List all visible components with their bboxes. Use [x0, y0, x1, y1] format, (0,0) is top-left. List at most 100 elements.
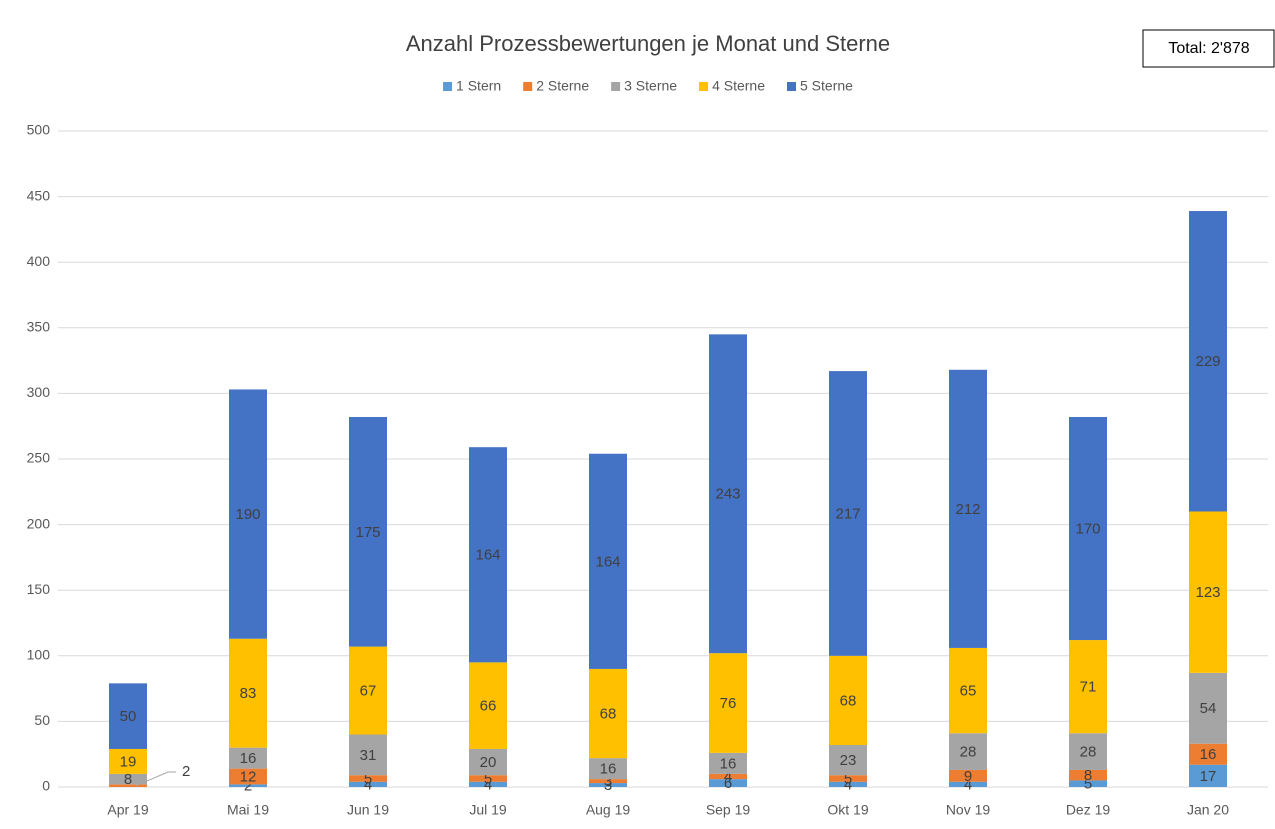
- bar-segment: [949, 369, 987, 648]
- legend-swatch: [523, 82, 533, 91]
- legend-label: 3 Sterne: [624, 78, 677, 94]
- total-box: [1142, 29, 1275, 68]
- bar-segment: [349, 775, 387, 782]
- y-tick-label: 300: [27, 384, 51, 400]
- data-label: 23: [840, 752, 857, 769]
- data-label: 217: [835, 505, 860, 522]
- legend-label: 1 Stern: [456, 78, 501, 94]
- data-label: 6: [724, 775, 732, 792]
- bar-segment: [229, 768, 267, 785]
- data-label: 28: [1080, 744, 1097, 761]
- bar-segment: [829, 371, 867, 656]
- x-tick-label: Aug 19: [586, 802, 631, 818]
- y-tick-label: 350: [27, 319, 51, 335]
- legend-label: 5 Sterne: [800, 78, 853, 94]
- bar-segment: [709, 779, 747, 787]
- bar-segment: [589, 758, 627, 780]
- bar-segment: [1069, 733, 1107, 770]
- bar-segment: [1189, 743, 1227, 765]
- bar-segment: [469, 781, 507, 787]
- bar-segment: [349, 646, 387, 735]
- data-label: 170: [1075, 521, 1100, 538]
- y-tick-label: 0: [42, 778, 50, 794]
- legend-swatch: [611, 82, 621, 91]
- data-label: 16: [720, 755, 737, 772]
- legend-swatch: [699, 82, 709, 91]
- bar-segment: [229, 638, 267, 748]
- x-tick-label: Okt 19: [827, 802, 868, 818]
- bar-segment: [109, 748, 147, 774]
- data-label: 16: [240, 750, 257, 767]
- total-annotation: Total: 2'878: [1168, 40, 1249, 57]
- data-label: 3: [604, 777, 612, 794]
- data-label: 164: [475, 547, 500, 564]
- bar-segment: [1189, 672, 1227, 744]
- bar-segment: [349, 734, 387, 776]
- data-label: 175: [355, 524, 380, 541]
- data-label: 3: [604, 773, 612, 790]
- data-label: 4: [484, 776, 492, 793]
- bar-segment: [829, 745, 867, 776]
- bar-segment: [469, 662, 507, 749]
- data-label: 2: [244, 778, 252, 795]
- bar-segment: [229, 784, 267, 787]
- legend-label: 2 Sterne: [536, 78, 589, 94]
- data-label: 5: [1084, 776, 1092, 793]
- data-label: 28: [960, 744, 977, 761]
- x-tick-label: Sep 19: [706, 802, 751, 818]
- data-label: 66: [480, 698, 497, 715]
- bar-segment: [1069, 780, 1107, 787]
- legend-label: 4 Sterne: [712, 78, 765, 94]
- bar-segment: [709, 653, 747, 753]
- data-label: 68: [840, 692, 857, 709]
- x-tick-label: Jan 20: [1187, 802, 1229, 818]
- data-label: 8: [1084, 767, 1092, 784]
- y-tick-label: 500: [27, 122, 51, 138]
- legend-swatch: [787, 82, 797, 91]
- data-label: 65: [960, 683, 977, 700]
- bar-segment: [709, 334, 747, 654]
- bar-segment: [469, 748, 507, 776]
- data-label: 54: [1200, 700, 1217, 717]
- data-label: 8: [124, 771, 132, 788]
- data-label: 5: [364, 770, 372, 787]
- data-label: 9: [964, 768, 972, 785]
- data-label: 164: [595, 553, 620, 570]
- data-label: 243: [715, 486, 740, 503]
- data-label: 67: [360, 683, 377, 700]
- bar-segment: [229, 389, 267, 639]
- y-tick-label: 250: [27, 450, 51, 466]
- data-label: 16: [600, 761, 617, 778]
- data-label: 71: [1080, 679, 1097, 696]
- bar-segment: [829, 781, 867, 787]
- bar-segment: [949, 781, 987, 787]
- bar-segment: [229, 747, 267, 769]
- x-tick-label: Jul 19: [469, 802, 507, 818]
- y-tick-label: 50: [34, 712, 50, 728]
- bar-segment: [949, 733, 987, 770]
- bar-segment: [469, 447, 507, 663]
- x-tick-label: Nov 19: [946, 802, 991, 818]
- bar-segment: [1189, 764, 1227, 787]
- data-label: 229: [1195, 353, 1220, 370]
- y-tick-label: 100: [27, 647, 51, 663]
- bar-segment: [1069, 769, 1107, 781]
- data-label: 4: [364, 776, 372, 793]
- bar-segment: [349, 417, 387, 647]
- data-label: 83: [240, 685, 257, 702]
- bar-segment: [949, 647, 987, 734]
- x-tick-label: Mai 19: [227, 802, 269, 818]
- x-tick-label: Dez 19: [1066, 802, 1111, 818]
- data-label: 76: [720, 695, 737, 712]
- data-label: 4: [724, 768, 732, 785]
- bar-segment: [949, 769, 987, 782]
- y-tick-label: 200: [27, 515, 51, 531]
- y-tick-label: 400: [27, 253, 51, 269]
- data-label: 123: [1195, 584, 1220, 601]
- data-label: 4: [844, 776, 852, 793]
- data-label: 12: [240, 768, 257, 785]
- y-tick-label: 150: [27, 581, 51, 597]
- bar-segment: [1189, 511, 1227, 673]
- x-tick-label: Jun 19: [347, 802, 389, 818]
